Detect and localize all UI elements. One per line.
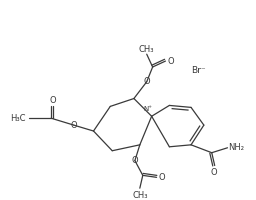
Text: O: O — [143, 77, 150, 86]
Text: N⁺: N⁺ — [143, 106, 152, 112]
Text: O: O — [132, 156, 138, 165]
Text: H₃C: H₃C — [10, 114, 26, 123]
Text: CH₃: CH₃ — [139, 45, 154, 54]
Text: O: O — [70, 121, 77, 130]
Text: NH₂: NH₂ — [228, 143, 244, 152]
Text: O: O — [158, 173, 165, 182]
Text: O: O — [50, 96, 56, 105]
Text: O: O — [210, 168, 217, 177]
Text: CH₃: CH₃ — [132, 191, 147, 200]
Text: Br⁻: Br⁻ — [192, 66, 206, 75]
Text: O: O — [167, 57, 174, 66]
